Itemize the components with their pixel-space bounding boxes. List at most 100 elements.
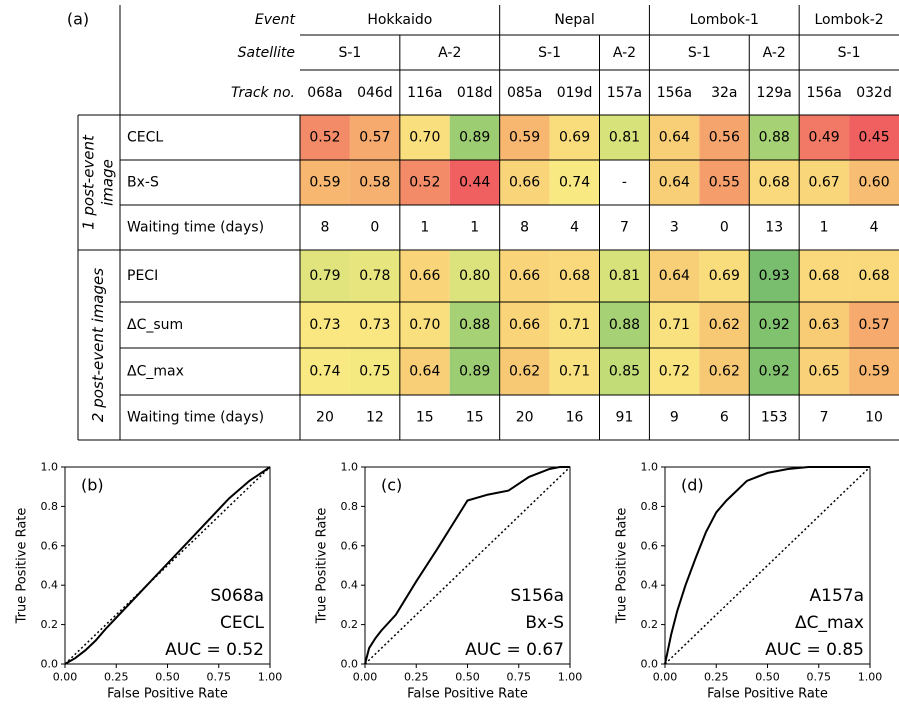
cell-value: 0.60: [858, 175, 889, 191]
panel-label: (c): [381, 476, 402, 495]
cell-value: 16: [566, 410, 584, 426]
cell-value: 0.64: [659, 268, 690, 284]
heatmap-cell: [699, 348, 750, 395]
cell-value: 0.66: [409, 268, 440, 284]
row-label: Waiting time (days): [127, 220, 264, 236]
cell-value: 7: [620, 220, 629, 236]
heatmap-cell: [599, 115, 650, 160]
heatmap-cell: [749, 348, 800, 395]
cell-value: 0.58: [359, 175, 390, 191]
x-axis-label: False Positive Rate: [407, 687, 528, 702]
cell-value: 15: [466, 410, 484, 426]
cell-value: 6: [720, 410, 729, 426]
cell-value: 0.68: [759, 175, 790, 191]
group-label: 2 post-event images: [89, 268, 107, 422]
cell-value: 0.88: [459, 317, 490, 333]
cell-value: 13: [765, 220, 783, 236]
track-label: 156a: [806, 85, 841, 101]
cell-value: 0.78: [359, 268, 390, 284]
heatmap-cell: [549, 160, 600, 205]
y-tick-label: 0.8: [641, 500, 659, 513]
y-tick-label: 0.0: [641, 658, 659, 671]
cell-value: 0.92: [759, 364, 790, 380]
row-label: Bx-S: [127, 175, 159, 191]
heatmap-cell: [849, 348, 899, 395]
cell-value: 0.62: [509, 364, 540, 380]
heatmap-cell: [799, 302, 850, 348]
cell-value: 0.70: [409, 317, 440, 333]
cell-value: 0.45: [858, 130, 889, 146]
cell-value: 0.71: [559, 364, 590, 380]
heatmap-cell: [399, 160, 450, 205]
cell-value: 0.72: [659, 364, 690, 380]
cell-value: 0.71: [559, 317, 590, 333]
cell-value: 0.63: [809, 317, 840, 333]
cell-value: 0.52: [409, 175, 440, 191]
cell-value: 12: [366, 410, 384, 426]
y-tick-label: 0.2: [641, 618, 659, 631]
cell-value: 91: [616, 410, 634, 426]
plot-frame: [364, 466, 571, 665]
group-label: 1 post-eventimage: [80, 134, 117, 230]
cell-value: 10: [865, 410, 883, 426]
y-tick-label: 0.2: [41, 618, 59, 631]
satellite-label: A-2: [438, 45, 461, 61]
cell-value: -: [622, 175, 627, 191]
heatmap-cell: [449, 250, 500, 302]
annotation-line: A157a: [810, 586, 865, 606]
heatmap-cell: [699, 250, 750, 302]
track-label: 068a: [307, 85, 342, 101]
random-baseline: [64, 466, 271, 665]
heatmap-cell: [349, 302, 400, 348]
cell-value: 0: [720, 220, 729, 236]
track-label: 129a: [757, 85, 792, 101]
panel-label: (d): [681, 476, 704, 495]
cell-value: 20: [516, 410, 534, 426]
heatmap-cell: [749, 160, 800, 205]
heatmap-cell: [349, 160, 400, 205]
annotation-line: AUC = 0.85: [765, 640, 864, 660]
heatmap-cell: [399, 302, 450, 348]
random-baseline: [364, 466, 571, 665]
heatmap-cell: [449, 115, 500, 160]
heatmap-cell: [349, 348, 400, 395]
cell-value: 0.64: [409, 364, 440, 380]
x-tick-label: 0.00: [353, 671, 378, 684]
cell-value: 0.80: [459, 268, 490, 284]
heatmap-cell: [499, 302, 550, 348]
roc-panel-b: 0.00 0.25 0.50 0.75 1.00 0.0 0.2 0.4 0.6 0.8 1.0 Fa…: [15, 461, 283, 702]
roc-panel-c: 0.00 0.25 0.50 0.75 1.00 0.0 0.2 0.4 0.6 0.8 1.0 Fa…: [315, 461, 583, 702]
cell-value: 0.68: [858, 268, 889, 284]
y-tick-label: 0.0: [341, 658, 359, 671]
x-tick-label: 0.75: [807, 671, 832, 684]
x-axis-label: False Positive Rate: [707, 687, 828, 702]
cell-value: 0.69: [709, 268, 740, 284]
satellite-label: S-1: [538, 45, 561, 61]
cell-value: 8: [520, 220, 529, 236]
random-baseline: [664, 466, 871, 665]
satellite-label: S-1: [688, 45, 711, 61]
heatmap-cell: [749, 250, 800, 302]
row-label: CECL: [127, 130, 163, 146]
y-tick-label: 0.4: [341, 579, 359, 592]
heatmap-cell: [699, 302, 750, 348]
annotation-line: CECL: [220, 613, 264, 633]
y-tick-label: 0.0: [41, 658, 59, 671]
cell-value: 0.70: [409, 130, 440, 146]
heatmap-cell: [300, 160, 350, 205]
cell-value: 0.89: [459, 130, 490, 146]
cell-value: 0.68: [559, 268, 590, 284]
cell-value: 0.92: [759, 317, 790, 333]
cell-value: 0.57: [858, 317, 889, 333]
cell-value: 1: [420, 220, 429, 236]
cell-value: 20: [316, 410, 334, 426]
satellite-label: S-1: [838, 45, 861, 61]
panel-label-a: (a): [67, 10, 89, 29]
heatmap-cell: [849, 160, 899, 205]
heatmap-table: 0.52 0.57 0.70 0.89 0.59 0.69 0.81 0.64 0.56 0.88…: [67, 5, 899, 441]
cell-value: 0.79: [309, 268, 340, 284]
x-tick-label: 1.00: [858, 671, 883, 684]
x-tick-label: 1.00: [558, 671, 583, 684]
heatmap-cell: [349, 250, 400, 302]
panel-label: (b): [81, 476, 104, 495]
